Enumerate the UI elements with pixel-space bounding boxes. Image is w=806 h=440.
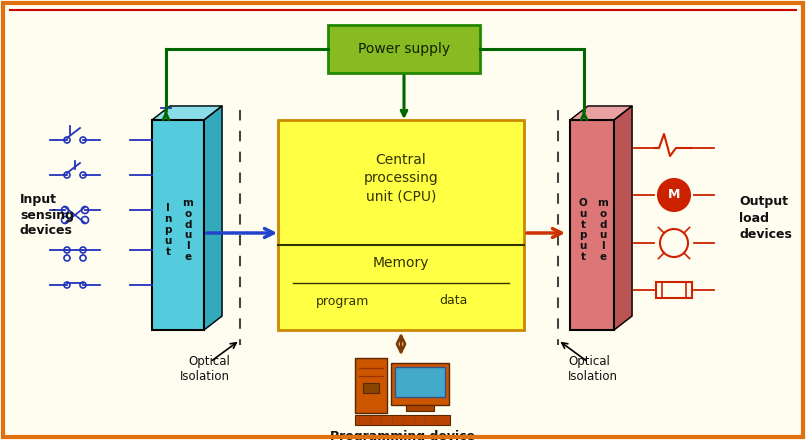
Polygon shape (614, 106, 632, 330)
Text: Central
processing
unit (CPU): Central processing unit (CPU) (364, 153, 438, 203)
Polygon shape (570, 106, 632, 120)
Text: m
o
d
u
l
e: m o d u l e (597, 198, 609, 262)
FancyBboxPatch shape (363, 383, 379, 393)
Text: O
u
t
p
u
t: O u t p u t (579, 198, 588, 262)
Text: Input
sensing
devices: Input sensing devices (20, 192, 74, 238)
Text: M: M (668, 188, 680, 202)
FancyBboxPatch shape (152, 120, 204, 330)
Polygon shape (152, 106, 222, 120)
Polygon shape (204, 106, 222, 330)
Text: Programming device: Programming device (330, 430, 476, 440)
Text: I
n
p
u
t: I n p u t (164, 203, 172, 257)
Text: program: program (316, 294, 370, 308)
FancyBboxPatch shape (395, 367, 445, 397)
Text: Output
load
devices: Output load devices (739, 195, 791, 241)
Circle shape (658, 179, 690, 211)
Text: m
o
d
u
l
e: m o d u l e (183, 198, 193, 262)
FancyBboxPatch shape (355, 358, 387, 413)
Text: data: data (438, 294, 467, 308)
FancyBboxPatch shape (391, 363, 449, 405)
Text: Optical
Isolation: Optical Isolation (180, 355, 230, 383)
FancyBboxPatch shape (355, 415, 450, 425)
FancyBboxPatch shape (406, 405, 434, 411)
FancyBboxPatch shape (278, 120, 524, 330)
Text: Power supply: Power supply (358, 42, 450, 56)
Text: Memory: Memory (372, 256, 430, 270)
Text: Optical
Isolation: Optical Isolation (568, 355, 618, 383)
FancyBboxPatch shape (328, 25, 480, 73)
FancyBboxPatch shape (656, 282, 692, 298)
FancyBboxPatch shape (570, 120, 614, 330)
